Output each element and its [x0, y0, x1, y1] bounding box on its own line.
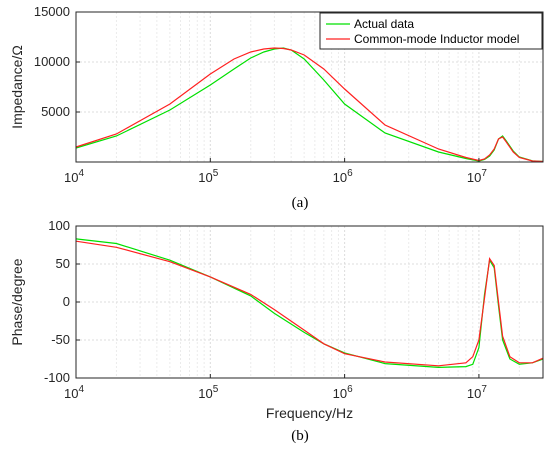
y-tick-label: 15000	[34, 4, 70, 19]
x-tick-label: 104	[64, 168, 84, 185]
x-tick-label: 106	[333, 168, 353, 185]
y-tick-label: 100	[48, 218, 70, 233]
x-tick-label: 106	[333, 384, 353, 401]
y-axis-label: Impedance/Ω	[9, 45, 25, 129]
x-tick-label: 105	[198, 384, 218, 401]
y-tick-label: 5000	[41, 104, 70, 119]
y-tick-label: 0	[63, 294, 70, 309]
y-axis-label: Phase/degree	[9, 258, 25, 345]
x-tick-label: 107	[467, 168, 487, 185]
y-tick-label: 10000	[34, 54, 70, 69]
legend-entry: Actual data	[354, 17, 414, 31]
panel-b: 104 105 106 107 -100 -50 0 50 100 Phase/degree Fre…	[9, 218, 544, 444]
panel-label: (a)	[292, 195, 309, 211]
panel-label: (b)	[291, 428, 309, 444]
legend-box	[319, 12, 543, 50]
y-tick-label: -50	[51, 332, 70, 347]
x-tick-label: 104	[64, 384, 84, 401]
x-tick-label: 105	[198, 168, 218, 185]
series-line-common-mode-inductor-model	[75, 47, 544, 163]
plot-frame	[75, 11, 544, 163]
panel-a: 104 105 106 107 5000 10000 15000 Impedance/Ω (a)…	[9, 4, 544, 211]
legend-entry: Common-mode Inductor model	[354, 32, 519, 46]
y-tick-label: 50	[56, 256, 70, 271]
x-tick-label: 107	[467, 384, 487, 401]
series-line-actual-data	[75, 238, 544, 369]
x-axis-label: Frequency/Hz	[266, 405, 353, 421]
series-line-common-mode-inductor-model	[75, 240, 544, 367]
y-tick-label: -100	[44, 370, 70, 385]
